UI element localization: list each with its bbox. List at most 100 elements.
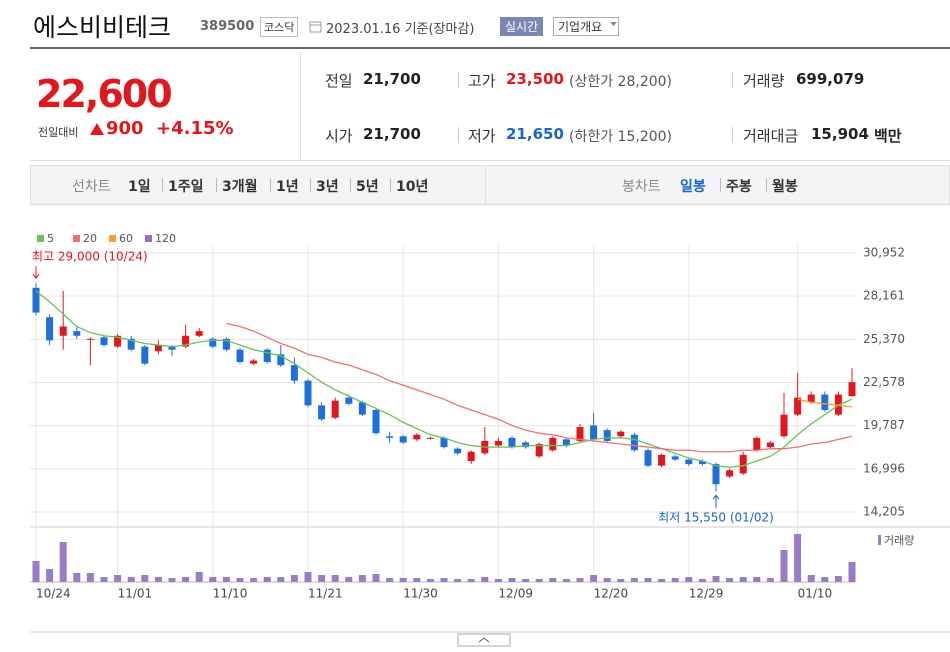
volume-bar bbox=[195, 572, 203, 582]
divider bbox=[458, 72, 459, 88]
volume-bar bbox=[576, 578, 584, 582]
tab[interactable]: 월봉 bbox=[772, 179, 798, 195]
volume-bar bbox=[739, 577, 747, 582]
volume-bar bbox=[549, 578, 557, 582]
change: 900 bbox=[106, 118, 144, 139]
volume-bar bbox=[331, 575, 339, 582]
volume-bar bbox=[603, 578, 611, 582]
candle-body bbox=[222, 338, 230, 350]
item-label: 거래대금 bbox=[743, 127, 799, 145]
volume-bar bbox=[454, 579, 462, 582]
tab[interactable]: 1일 bbox=[128, 179, 151, 195]
volume-bar bbox=[481, 577, 489, 582]
change-label: 전일대비 bbox=[38, 126, 79, 139]
volume-bar bbox=[73, 573, 81, 582]
volume-bar bbox=[86, 573, 94, 582]
candle-body bbox=[114, 335, 122, 347]
volume-bar bbox=[345, 577, 353, 582]
tab[interactable]: 3개월 bbox=[222, 179, 258, 195]
overview-label: 기업개요 bbox=[558, 20, 603, 34]
candle-body bbox=[46, 317, 54, 341]
volume-bar bbox=[209, 577, 217, 582]
tab[interactable]: 5년 bbox=[356, 179, 379, 195]
item-label: 시가 bbox=[325, 127, 353, 145]
x-tick-label: 11/01 bbox=[118, 587, 153, 601]
candle-body bbox=[32, 287, 40, 313]
legend-label: 5 bbox=[47, 232, 54, 245]
volume-bar bbox=[318, 575, 326, 582]
volume-bar bbox=[236, 578, 244, 582]
x-tick-label: 11/21 bbox=[308, 587, 343, 601]
candle-body bbox=[236, 349, 244, 363]
volume-bar bbox=[494, 579, 502, 582]
volume-bar bbox=[780, 550, 788, 582]
tab[interactable]: 3년 bbox=[316, 179, 339, 195]
volume-bar bbox=[32, 561, 40, 582]
overview-button[interactable]: 기업개요 bbox=[553, 17, 620, 36]
x-tick-label: 10/24 bbox=[36, 587, 71, 601]
volume-bar bbox=[290, 575, 298, 582]
tab[interactable]: 1주일 bbox=[168, 179, 204, 195]
x-tick-label: 12/20 bbox=[594, 587, 629, 601]
ma-line bbox=[35, 290, 853, 468]
candle-body bbox=[345, 397, 353, 404]
candle-body bbox=[671, 456, 679, 460]
item-value: 21,650 bbox=[506, 125, 564, 143]
volume-bar bbox=[821, 577, 829, 582]
tab[interactable]: 주봉 bbox=[726, 179, 752, 195]
dropdown-icon bbox=[610, 22, 617, 26]
divider bbox=[732, 127, 733, 143]
tab-group-label: 선차트 bbox=[72, 179, 111, 195]
high-arrow bbox=[32, 266, 40, 280]
realtime-button[interactable]: 실시간 bbox=[500, 17, 544, 36]
legend-label: 20 bbox=[83, 232, 97, 245]
tab-separator bbox=[162, 178, 163, 192]
volume-bar bbox=[712, 576, 720, 582]
candle-body bbox=[304, 380, 312, 406]
candle-body bbox=[712, 464, 720, 485]
candle-body bbox=[59, 326, 67, 336]
volume-bar bbox=[726, 578, 734, 582]
volume-bar bbox=[671, 578, 679, 582]
high-annotation: 최고 29,000 (10/24) bbox=[32, 250, 148, 264]
legend-swatch bbox=[37, 235, 44, 242]
candle-body bbox=[848, 382, 856, 397]
tab[interactable]: 일봉 bbox=[680, 179, 706, 195]
tab-separator bbox=[766, 178, 767, 192]
volume-bar bbox=[59, 542, 67, 582]
volume-bar bbox=[46, 569, 54, 582]
candle-body bbox=[168, 346, 176, 350]
market-badge: 코스닥 bbox=[260, 17, 299, 37]
candle-body bbox=[426, 437, 434, 439]
candle-body bbox=[753, 437, 761, 451]
y-tick-label: 14,205 bbox=[863, 505, 905, 519]
volume-bar bbox=[426, 579, 434, 582]
volume-bar bbox=[617, 579, 625, 582]
candle-body bbox=[685, 459, 693, 465]
tab[interactable]: 10년 bbox=[396, 179, 429, 195]
candle-body bbox=[535, 444, 543, 457]
volume-bar bbox=[399, 578, 407, 582]
candle-body bbox=[209, 338, 217, 347]
legend-swatch bbox=[73, 235, 80, 242]
toggle-button[interactable] bbox=[457, 633, 511, 647]
item-sub: (상한가 28,200) bbox=[569, 74, 673, 90]
candle-body bbox=[182, 335, 190, 347]
header-rule bbox=[30, 47, 950, 49]
volume-bar bbox=[753, 577, 761, 582]
x-tick-label: 11/10 bbox=[213, 587, 248, 601]
candle-body bbox=[195, 331, 203, 336]
calendar-icon bbox=[309, 21, 322, 33]
legend-swatch bbox=[145, 235, 152, 242]
candle-body bbox=[562, 439, 570, 446]
candle-body bbox=[780, 414, 788, 437]
tab[interactable]: 1년 bbox=[276, 179, 299, 195]
volume-bar bbox=[535, 579, 543, 582]
candle-body bbox=[413, 434, 421, 440]
y-tick-label: 19,787 bbox=[863, 418, 905, 432]
volume-bar bbox=[358, 575, 366, 582]
volume-bar bbox=[590, 575, 598, 582]
price: 22,600 bbox=[36, 72, 173, 116]
x-tick-label: 12/29 bbox=[689, 587, 724, 601]
